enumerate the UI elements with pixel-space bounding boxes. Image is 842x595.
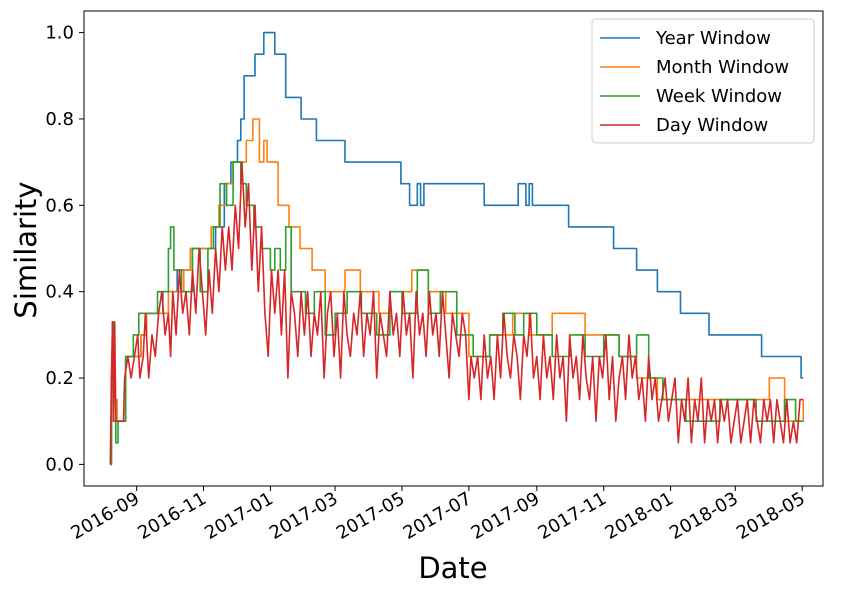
x-tick-label: 2017-01 xyxy=(201,488,277,544)
legend-label: Week Window xyxy=(656,86,782,107)
legend-frame xyxy=(591,18,815,144)
x-tick-label: 2017-07 xyxy=(400,488,476,544)
series-line-day-window xyxy=(109,161,804,465)
x-axis-label: Date xyxy=(418,551,487,585)
series-line-month-window xyxy=(110,118,805,466)
y-tick-label: 0.2 xyxy=(45,368,74,389)
x-tick-label: 2018-05 xyxy=(733,488,809,544)
plot-area-frame xyxy=(83,10,824,487)
y-tick-label: 0.8 xyxy=(45,109,74,130)
x-tick-label: 2017-11 xyxy=(535,488,611,544)
legend: Year Window Month Window Week Window Day Wi… xyxy=(591,18,815,144)
y-tick-label: 0.4 xyxy=(45,282,74,303)
y-tick-label: 1.0 xyxy=(45,23,74,44)
x-tick-label: 2016-09 xyxy=(67,488,143,544)
legend-label: Month Window xyxy=(656,57,789,78)
x-tick-label: 2018-01 xyxy=(601,488,677,544)
x-tick-label: 2018-03 xyxy=(666,488,742,544)
legend-label: Year Window xyxy=(655,28,771,49)
x-axis: 2016-092016-112017-012017-032017-052017-… xyxy=(67,486,809,544)
y-axis-label: Similarity xyxy=(9,181,43,318)
legend-label: Day Window xyxy=(656,115,768,136)
y-tick-label: 0.6 xyxy=(45,195,74,216)
series-line-week-window xyxy=(110,161,804,466)
x-tick-label: 2017-03 xyxy=(266,488,342,544)
y-tick-label: 0.0 xyxy=(45,454,74,475)
series-layer xyxy=(109,31,805,466)
x-tick-label: 2017-05 xyxy=(333,488,409,544)
x-tick-label: 2017-09 xyxy=(468,488,544,544)
x-tick-label: 2016-11 xyxy=(134,488,210,544)
y-axis: 0.0 0.2 0.4 0.6 0.8 1.0 xyxy=(45,23,84,475)
